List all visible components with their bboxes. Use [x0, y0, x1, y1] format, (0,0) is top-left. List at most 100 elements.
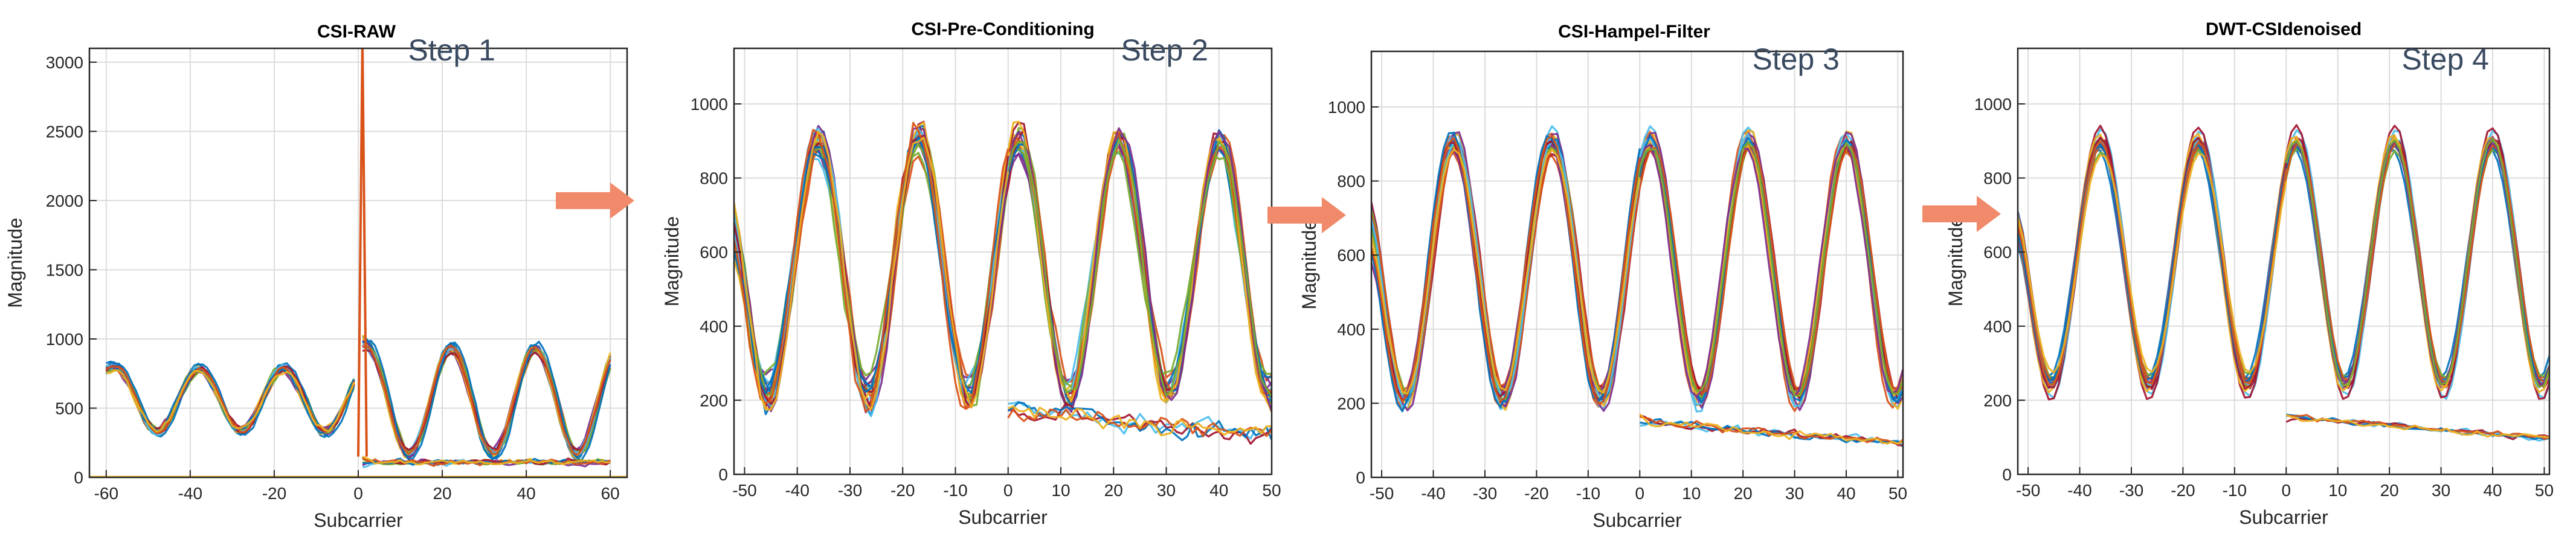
step-arrow-2: [1267, 197, 1346, 233]
y-tick-label: 400: [700, 317, 728, 336]
y-tick-label: 2500: [46, 122, 83, 141]
series-line: [1008, 405, 1272, 437]
y-tick-label: 3000: [46, 53, 83, 72]
x-tick-label: 30: [1157, 481, 1176, 500]
x-tick-label: -10: [2223, 481, 2247, 500]
y-tick-label: 1000: [1328, 98, 1365, 117]
axes-box: [1370, 50, 1904, 479]
series-line: [2018, 137, 2287, 390]
y-tick-label: 0: [718, 465, 728, 484]
x-tick-label: 50: [1262, 481, 1281, 500]
x-tick-label: 40: [517, 484, 536, 503]
x-axis-label: Subcarrier: [314, 509, 403, 531]
x-tick-label: -60: [94, 484, 118, 503]
x-tick-label: -40: [178, 484, 202, 503]
spike-line: [357, 48, 368, 457]
x-tick-label: 0: [2281, 481, 2291, 500]
series-group: [89, 48, 627, 477]
x-tick-label: 50: [1889, 484, 1907, 503]
series-line: [1639, 413, 1903, 445]
x-axis-label: Subcarrier: [1592, 509, 1682, 531]
series-line: [734, 136, 1009, 395]
series-group: [2018, 124, 2549, 442]
series-line: [362, 349, 611, 451]
chart-panel-1: -60 -40 -20 0 20 40 60 0 500 1000 1500 2000 2500 3000…: [4, 22, 628, 531]
y-tick-label: 1500: [46, 260, 83, 279]
x-tick-label: -20: [2171, 481, 2195, 500]
y-tick-label: 400: [1983, 317, 2012, 336]
x-tick-label: 10: [1682, 484, 1701, 503]
y-tick-label: 1000: [1974, 95, 2012, 114]
series-line: [362, 344, 611, 456]
y-tick-label: 600: [700, 243, 728, 262]
x-tick-label: 0: [353, 484, 363, 503]
x-tick-label: -40: [1421, 484, 1445, 503]
x-tick-label: 20: [433, 484, 451, 503]
x-tick-label: 10: [1051, 481, 1070, 500]
x-tick-label: -20: [1524, 484, 1548, 503]
y-tick-label: 0: [74, 468, 83, 487]
x-tick-label: 40: [1209, 481, 1228, 500]
series-line: [2285, 414, 2549, 439]
y-tick-label: 1000: [46, 330, 83, 349]
y-tick-label: 0: [2002, 465, 2012, 484]
chart-title: CSI-Hampel-Filter: [1558, 22, 1710, 42]
y-axis-label: Magnitude: [1298, 219, 1320, 309]
series-line: [1371, 148, 1641, 395]
x-tick-label: 10: [2328, 481, 2347, 500]
x-tick-label: -40: [785, 481, 809, 500]
x-tick-label: -50: [1370, 484, 1394, 503]
y-axis-label: Magnitude: [1945, 216, 1966, 306]
y-axis-label: Magnitude: [4, 218, 26, 308]
y-tick-label: 1000: [691, 95, 728, 114]
axes-box: [2017, 47, 2551, 476]
x-tick-label: 0: [1635, 484, 1644, 503]
series-line: [2018, 143, 2287, 382]
step-arrow-3: [1922, 196, 2001, 232]
series-line: [2018, 140, 2287, 386]
chart-title: CSI-RAW: [317, 22, 396, 42]
x-tick-label: -10: [1576, 484, 1600, 503]
y-tick-label: 600: [1337, 246, 1365, 265]
x-tick-label: 20: [2380, 481, 2399, 500]
step-arrow-1: [556, 182, 634, 219]
series-line: [1008, 401, 1272, 440]
x-tick-label: 40: [2483, 481, 2502, 500]
x-tick-label: 30: [2432, 481, 2450, 500]
series-line: [362, 455, 611, 466]
chart-panel-4: -50 -40 -30 -20 -10 0 10 20 30 40 50 0 200 400 600 800 1…: [1945, 19, 2554, 528]
series-group: [1371, 125, 1903, 448]
y-tick-label: 500: [55, 399, 83, 418]
chart-title: CSI-Pre-Conditioning: [911, 19, 1094, 39]
y-tick-label: 400: [1337, 320, 1365, 339]
y-tick-label: 0: [1356, 468, 1365, 487]
x-tick-label: -20: [262, 484, 286, 503]
x-tick-label: 20: [1734, 484, 1753, 503]
series-line: [1371, 135, 1641, 405]
x-tick-label: 0: [1003, 481, 1013, 500]
x-tick-label: -30: [2119, 481, 2143, 500]
x-tick-label: -50: [2016, 481, 2040, 500]
x-tick-label: 30: [1785, 484, 1804, 503]
y-tick-label: 600: [1983, 243, 2012, 262]
step-label: Step 4: [2401, 42, 2489, 76]
series-line: [1008, 402, 1272, 445]
series-line: [734, 124, 1272, 413]
series-group: [734, 120, 1272, 445]
series-line: [2018, 138, 2287, 387]
y-tick-label: 800: [1337, 172, 1365, 191]
y-tick-label: 800: [700, 169, 728, 188]
chart-panel-2: -50 -40 -30 -20 -10 0 10 20 30 40 50 0 200 400 600 800 1…: [661, 19, 1281, 528]
x-tick-label: -30: [1473, 484, 1497, 503]
series-line: [362, 457, 611, 466]
x-axis-label: Subcarrier: [2239, 506, 2328, 528]
x-tick-label: 60: [601, 484, 620, 503]
series-line: [106, 369, 355, 433]
series-line: [734, 131, 1009, 411]
step-label: Step 1: [408, 33, 495, 67]
x-tick-label: -10: [943, 481, 967, 500]
y-tick-label: 800: [1983, 169, 2012, 188]
series-line: [2018, 152, 2287, 374]
